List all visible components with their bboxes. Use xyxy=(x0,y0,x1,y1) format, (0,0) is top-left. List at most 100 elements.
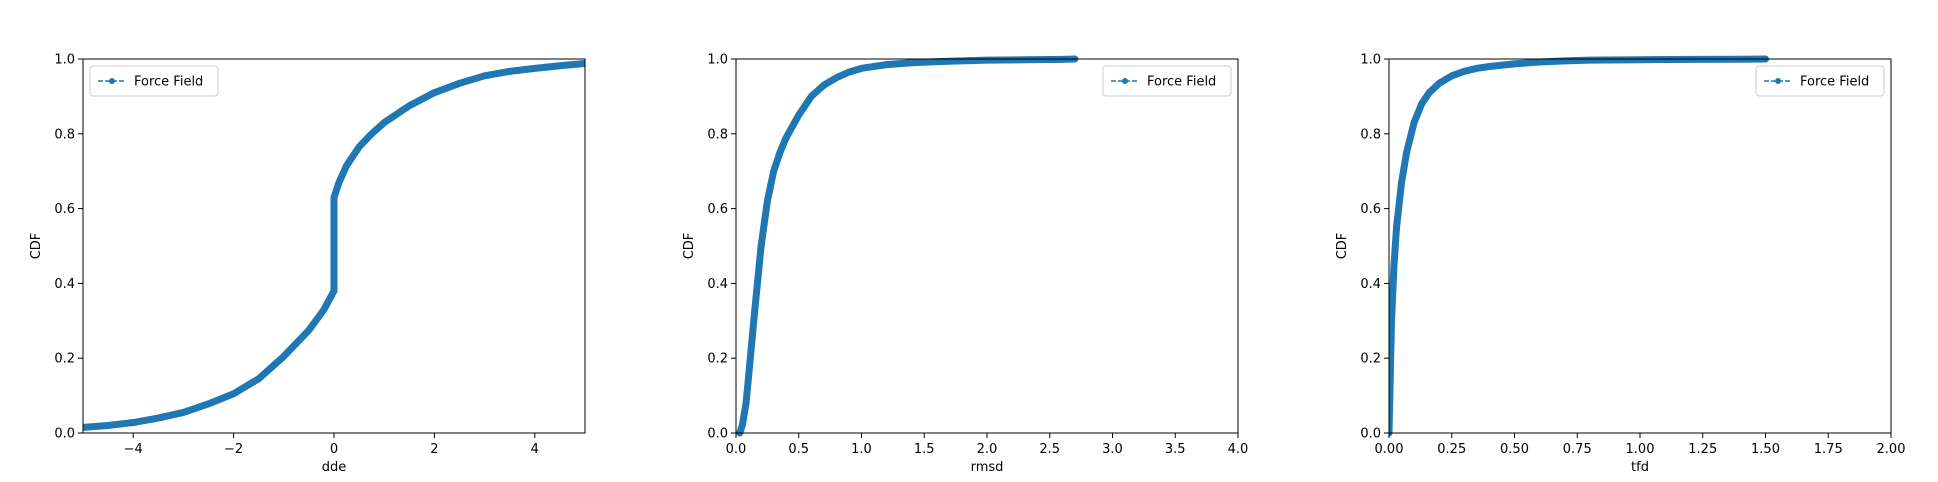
x-tick-label: 0.25 xyxy=(1437,442,1466,457)
data-point xyxy=(531,65,538,72)
x-tick-label: 2.00 xyxy=(1877,442,1906,457)
series-line xyxy=(83,59,585,431)
x-tick-label: −2 xyxy=(224,442,243,457)
data-point xyxy=(1473,65,1481,72)
x-tick-label: 2.0 xyxy=(977,442,998,457)
data-point xyxy=(155,414,162,422)
data-point xyxy=(481,72,488,80)
x-axis-label: tfd xyxy=(1631,460,1649,475)
y-tick-label: 1.0 xyxy=(54,53,75,68)
data-point xyxy=(406,102,413,109)
data-point xyxy=(343,162,350,169)
x-tick-label: 1.5 xyxy=(914,442,935,457)
data-point xyxy=(280,353,287,360)
y-tick-label: 0.6 xyxy=(707,202,728,217)
y-tick-label: 0.6 xyxy=(1360,202,1381,217)
series-line xyxy=(736,55,1079,437)
chart-2: 0.0 0.5 1.0 1.5 2.0 2.5 3.0 3.5 4.0 0.0 0.2 0.4 0.6 0… xyxy=(682,53,1248,476)
data-point xyxy=(770,168,777,175)
data-point xyxy=(742,399,750,407)
data-point xyxy=(1403,149,1410,156)
data-point xyxy=(1636,56,1644,63)
x-tick-label: 3.0 xyxy=(1102,442,1123,457)
data-point xyxy=(1436,80,1443,87)
y-axis-label: CDF xyxy=(682,233,697,260)
data-point xyxy=(556,62,564,69)
data-point xyxy=(320,306,328,313)
x-tick-label: 1.0 xyxy=(851,442,872,457)
axes-frame xyxy=(1388,58,1892,434)
y-tick-label: 0.4 xyxy=(1360,277,1381,292)
y-tick-label: 0.8 xyxy=(1360,127,1381,142)
data-point xyxy=(335,179,343,186)
y-tick-label: 0.0 xyxy=(1360,427,1381,442)
data-point xyxy=(1418,100,1425,108)
y-tick-label: 0.8 xyxy=(707,127,728,142)
data-point xyxy=(130,419,137,426)
series-1 xyxy=(83,59,585,431)
data-point xyxy=(858,65,865,72)
x-tick-label: 3.5 xyxy=(1165,442,1186,457)
data-point xyxy=(1486,63,1493,70)
data-point xyxy=(330,287,338,295)
data-point xyxy=(431,89,438,96)
y-axis-label: CDF xyxy=(29,233,44,260)
y-tick-label: 0.0 xyxy=(707,427,728,442)
y-tick-label: 0.6 xyxy=(54,202,75,217)
legend-marker-icon xyxy=(1122,78,1128,84)
y-tick-label: 0.2 xyxy=(707,352,728,367)
y-tick-label: 0.2 xyxy=(1360,352,1381,367)
data-point xyxy=(381,119,388,126)
legend-label: Force Field xyxy=(134,75,203,90)
data-point xyxy=(845,68,853,76)
data-point xyxy=(776,149,784,156)
legend-marker-icon xyxy=(109,78,115,84)
data-point xyxy=(783,134,790,141)
data-point xyxy=(795,111,802,119)
y-tick-label: 1.0 xyxy=(707,53,728,68)
data-point xyxy=(456,80,463,87)
data-point xyxy=(757,242,765,250)
data-point xyxy=(739,422,746,429)
x-tick-label: 2.5 xyxy=(1039,442,1060,457)
x-tick-label: 1.00 xyxy=(1626,442,1655,457)
x-tick-label: 4.0 xyxy=(1228,442,1249,457)
y-tick-label: 0.8 xyxy=(54,127,75,142)
data-point xyxy=(1393,224,1400,231)
x-tick-label: 0.75 xyxy=(1563,442,1592,457)
data-point xyxy=(908,59,915,66)
data-point xyxy=(581,60,585,67)
chart-1: −4 −2 0 2 4 0.0 0.2 0.4 0.6 0.8 1.0 dde CDF Force Fie… xyxy=(29,53,586,475)
data-point xyxy=(1389,373,1394,381)
legend: Force Field xyxy=(89,65,219,97)
data-point xyxy=(1511,60,1518,68)
data-point xyxy=(1461,68,1468,75)
legend-box xyxy=(89,65,219,97)
x-tick-label: 1.25 xyxy=(1688,442,1717,457)
data-point xyxy=(933,58,940,65)
x-tick-label: 1.75 xyxy=(1814,442,1843,457)
legend-marker-icon xyxy=(1775,78,1781,84)
data-point xyxy=(83,424,87,431)
data-point xyxy=(355,143,363,151)
x-tick-label: −4 xyxy=(124,442,143,457)
x-tick-label: 0 xyxy=(330,442,338,457)
y-tick-label: 0.2 xyxy=(54,352,75,367)
legend: Force Field xyxy=(1755,65,1885,97)
data-point xyxy=(205,400,212,408)
chart-3: 0.00 0.25 0.50 0.75 1.00 1.25 1.50 1.75 2.00 0.0 0… xyxy=(1335,53,1905,476)
data-point xyxy=(330,194,338,201)
series-1 xyxy=(1389,55,1769,437)
data-point xyxy=(1390,261,1398,268)
y-axis-label: CDF xyxy=(1335,233,1350,260)
data-point xyxy=(1425,89,1433,96)
data-point xyxy=(983,56,991,64)
data-point xyxy=(1389,317,1395,324)
data-point xyxy=(255,375,262,382)
y-tick-label: 1.0 xyxy=(1360,53,1381,68)
data-point xyxy=(1448,72,1455,80)
data-point xyxy=(833,74,840,81)
y-tick-label: 0.4 xyxy=(707,277,728,292)
data-point xyxy=(808,93,815,100)
data-point xyxy=(1021,56,1028,63)
